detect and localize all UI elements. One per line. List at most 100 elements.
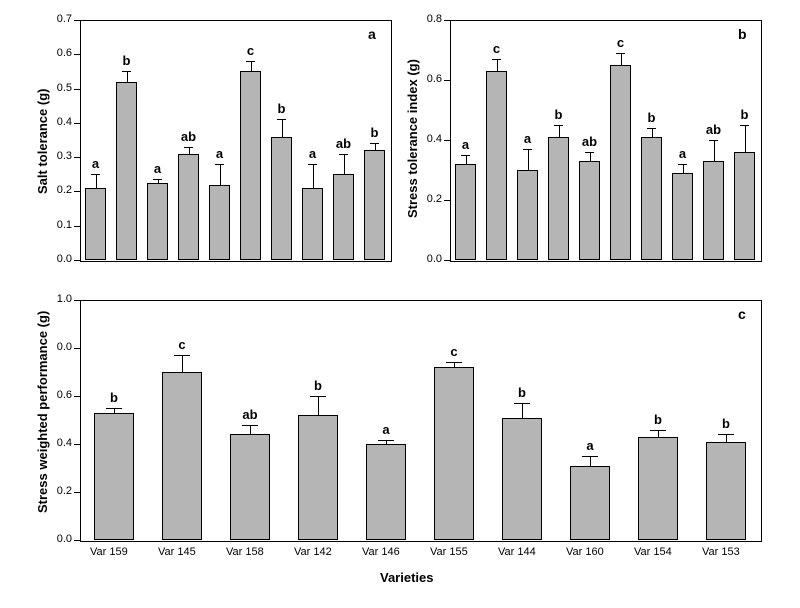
error-bar-cap <box>310 396 326 397</box>
xtick-label: Var 144 <box>498 546 536 558</box>
xtick-label: Var 145 <box>158 546 196 558</box>
error-bar-stem <box>251 61 252 71</box>
significance-letter: b <box>112 53 142 68</box>
ytick-mark <box>74 444 80 445</box>
bar <box>734 152 756 260</box>
significance-letter: c <box>482 41 512 56</box>
error-bar-cap <box>514 403 530 404</box>
bar <box>298 415 339 540</box>
ytick-mark <box>74 89 80 90</box>
error-bar-cap <box>492 59 501 60</box>
significance-letter: a <box>143 161 173 176</box>
error-bar-stem <box>559 125 560 137</box>
error-bar-cap <box>585 152 594 153</box>
significance-letter: a <box>298 146 328 161</box>
ytick-mark <box>74 492 80 493</box>
ytick-label: 0.0 <box>46 253 72 265</box>
error-bar-cap <box>554 125 563 126</box>
ytick-label: 0.1 <box>46 219 72 231</box>
bar <box>486 71 508 260</box>
error-bar-stem <box>714 140 715 161</box>
error-bar-stem <box>528 149 529 170</box>
ytick-label: 0.0 <box>46 533 72 545</box>
subplot-label-c: c <box>738 306 746 322</box>
error-bar-cap <box>650 430 666 431</box>
error-bar-stem <box>658 430 659 437</box>
error-bar-cap <box>91 174 100 175</box>
significance-letter: ab <box>329 136 359 151</box>
bar <box>364 150 386 260</box>
significance-letter: b <box>360 125 390 140</box>
significance-letter: b <box>507 385 537 400</box>
bar <box>116 82 138 260</box>
significance-letter: a <box>205 146 235 161</box>
ytick-mark <box>74 157 80 158</box>
y-axis-label-c: Stress weighted performance (g) <box>35 311 50 513</box>
bar <box>85 188 107 260</box>
error-bar-cap <box>678 164 687 165</box>
error-bar-cap <box>523 149 532 150</box>
error-bar-cap <box>461 155 470 156</box>
significance-letter: a <box>513 131 543 146</box>
xtick-label: Var 153 <box>702 546 740 558</box>
ytick-label: 1.0 <box>46 293 72 305</box>
ytick-mark <box>74 54 80 55</box>
bar <box>240 71 262 260</box>
significance-letter: b <box>267 101 297 116</box>
xtick-label: Var 146 <box>362 546 400 558</box>
significance-letter: c <box>439 344 469 359</box>
xtick-label: Var 154 <box>634 546 672 558</box>
ytick-mark <box>444 20 450 21</box>
ytick-mark <box>444 200 450 201</box>
error-bar-stem <box>250 425 251 435</box>
error-bar-cap <box>246 61 255 62</box>
bar <box>548 137 570 260</box>
significance-letter: a <box>451 137 481 152</box>
significance-letter: b <box>730 107 760 122</box>
ytick-mark <box>74 191 80 192</box>
significance-letter: a <box>668 146 698 161</box>
error-bar-stem <box>318 396 319 415</box>
ytick-mark <box>444 260 450 261</box>
ytick-mark <box>74 20 80 21</box>
bar <box>706 442 747 540</box>
error-bar-stem <box>282 119 283 136</box>
significance-letter: ab <box>235 407 265 422</box>
error-bar-cap <box>184 147 193 148</box>
significance-letter: c <box>236 43 266 58</box>
error-bar-stem <box>220 164 221 185</box>
error-bar-cap <box>153 179 162 180</box>
error-bar-stem <box>466 155 467 164</box>
significance-letter: a <box>371 422 401 437</box>
ytick-mark <box>74 396 80 397</box>
error-bar-stem <box>344 154 345 175</box>
xtick-label: Var 142 <box>294 546 332 558</box>
error-bar-stem <box>497 59 498 71</box>
significance-letter: c <box>606 35 636 50</box>
subplot-label-a: a <box>368 26 376 42</box>
error-bar-stem <box>590 456 591 466</box>
bar <box>366 444 407 540</box>
y-axis-label-b: Stress tolerance index (g) <box>405 59 420 218</box>
significance-letter: b <box>99 390 129 405</box>
error-bar-stem <box>683 164 684 173</box>
error-bar-cap <box>277 119 286 120</box>
error-bar-cap <box>740 125 749 126</box>
ytick-label: 0.0 <box>416 253 442 265</box>
significance-letter: ab <box>174 129 204 144</box>
error-bar-stem <box>96 174 97 188</box>
significance-letter: a <box>81 156 111 171</box>
error-bar-cap <box>122 71 131 72</box>
significance-letter: b <box>637 110 667 125</box>
bar <box>434 367 475 540</box>
bar <box>638 437 679 540</box>
error-bar-stem <box>652 128 653 137</box>
bar <box>209 185 231 260</box>
ytick-mark <box>444 140 450 141</box>
xtick-label: Var 155 <box>430 546 468 558</box>
significance-letter: b <box>643 412 673 427</box>
error-bar-cap <box>106 408 122 409</box>
error-bar-stem <box>313 164 314 188</box>
bar <box>570 466 611 540</box>
significance-letter: ab <box>699 122 729 137</box>
